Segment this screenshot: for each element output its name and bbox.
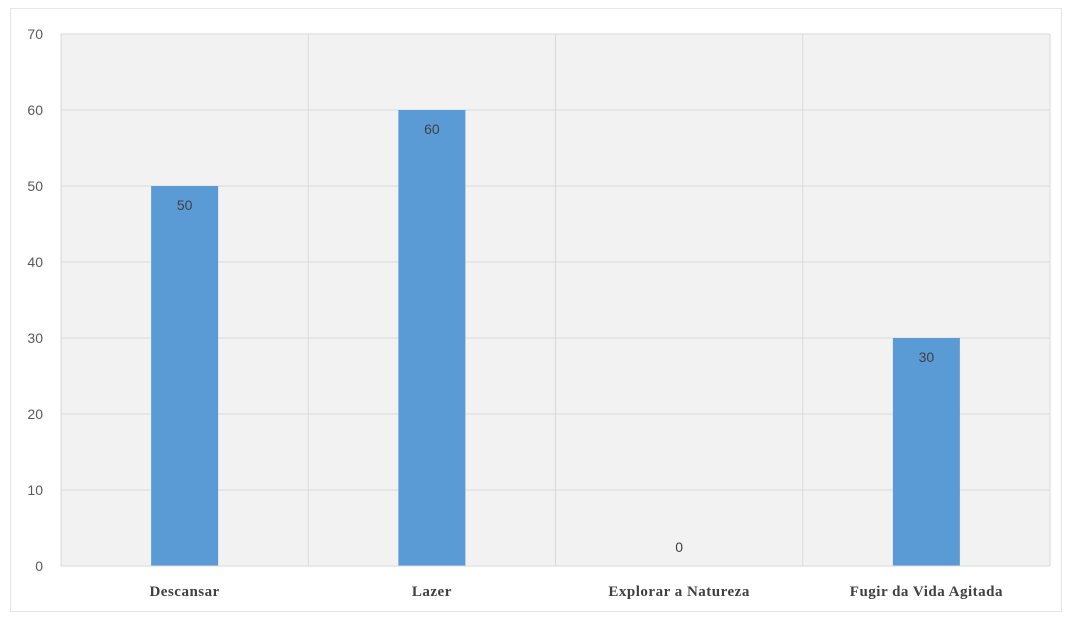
- y-tick-label: 30: [27, 330, 43, 346]
- y-tick-label: 70: [27, 26, 43, 42]
- bar: [398, 110, 466, 566]
- y-tick-label: 60: [27, 102, 43, 118]
- y-tick-label: 20: [27, 406, 43, 422]
- data-label: 60: [424, 121, 440, 137]
- x-tick-label: Fugir da Vida Agitada: [850, 584, 1003, 600]
- y-tick-label: 10: [27, 482, 43, 498]
- x-tick-label: Descansar: [149, 584, 219, 600]
- x-tick-label: Explorar a Natureza: [608, 584, 749, 600]
- y-tick-label: 0: [35, 558, 43, 574]
- x-axis: Descansar Lazer Explorar a Natureza Fugir d…: [61, 565, 1050, 600]
- data-label: 30: [919, 349, 935, 365]
- bar: [151, 186, 219, 566]
- y-tick-label: 50: [27, 178, 43, 194]
- y-axis: 0 10 20 30 40 50 60 70: [27, 26, 43, 574]
- bar: [892, 338, 960, 566]
- data-label: 0: [675, 539, 683, 555]
- data-label: 50: [177, 197, 193, 213]
- bars: [151, 110, 960, 566]
- category-separators: [60, 34, 1051, 566]
- x-tick-label: Lazer: [412, 584, 452, 600]
- data-labels: 50 60 0 30: [177, 121, 935, 555]
- y-tick-label: 40: [27, 254, 43, 270]
